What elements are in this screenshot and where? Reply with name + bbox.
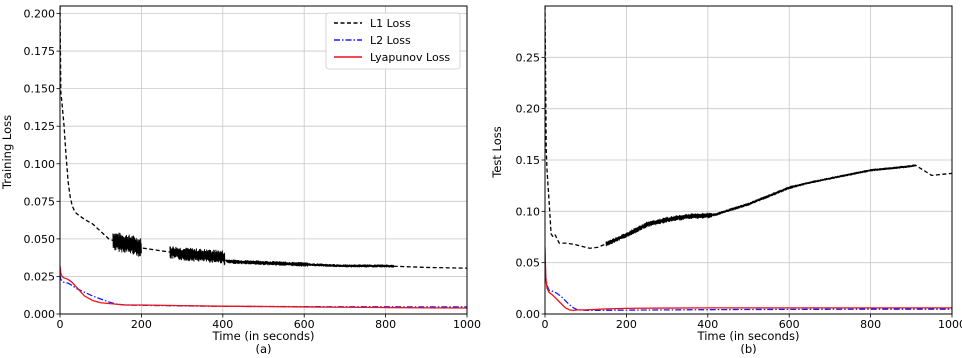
y-tick-label: 0.200 xyxy=(24,8,56,21)
y-tick-label: 0.25 xyxy=(516,51,541,64)
legend-label: L1 Loss xyxy=(370,17,411,30)
legend-box xyxy=(325,12,461,70)
axes-frame xyxy=(59,5,468,315)
y-axis-label: Test Loss xyxy=(490,126,504,179)
series-line-lyapunov-loss xyxy=(545,247,952,312)
x-tick-label: 800 xyxy=(375,318,396,331)
x-tick-label: 1000 xyxy=(938,318,962,331)
series-line-lyapunov-loss xyxy=(60,265,467,309)
y-tick-label: 0.15 xyxy=(516,154,541,167)
x-tick-label: 1000 xyxy=(453,318,481,331)
x-tick-label: 200 xyxy=(616,318,637,331)
y-tick-label: 0.125 xyxy=(24,120,56,133)
series-oscillation xyxy=(605,232,629,247)
panel-a: 0 200 400 600 800 1000 0.000 0.025 0.050 0.075 0.1… xyxy=(0,5,481,356)
series-group xyxy=(545,6,952,312)
x-tick-label: 600 xyxy=(294,318,315,331)
y-tick-label: 0.050 xyxy=(24,233,56,246)
legend: L1 Loss L2 Loss Lyapunov Loss xyxy=(325,12,461,70)
legend-label: Lyapunov Loss xyxy=(370,51,450,64)
y-tick-label: 0.075 xyxy=(24,195,56,208)
series-line-l2-loss xyxy=(60,274,467,308)
x-tick-label: 0 xyxy=(542,318,549,331)
y-tick-label: 0.025 xyxy=(24,270,56,283)
y-tick-label: 0.10 xyxy=(516,205,541,218)
legend-label: L2 Loss xyxy=(370,34,411,47)
y-tick-label: 0.100 xyxy=(24,158,56,171)
x-tick-label: 0 xyxy=(57,318,64,331)
panel-label: (a) xyxy=(255,342,271,354)
y-tick-label: 0.20 xyxy=(516,103,541,116)
series-oscillation xyxy=(711,184,798,217)
x-axis-label: Time (in seconds) xyxy=(697,329,800,343)
panel-label: (b) xyxy=(740,342,756,354)
y-tick-label: 0.00 xyxy=(516,308,541,321)
series-oscillation xyxy=(112,232,142,257)
y-tick-label: 0.05 xyxy=(516,257,541,270)
x-tick-label: 400 xyxy=(697,318,718,331)
series-oscillation xyxy=(307,263,395,268)
x-axis-label: Time (in seconds) xyxy=(212,329,315,343)
y-axis-label: Training Loss xyxy=(0,115,14,190)
panel-b: 0 200 400 600 800 1000 0.00 0.05 0.10 0.15 0.20 0.2… xyxy=(490,5,962,356)
x-tick-label: 600 xyxy=(779,318,800,331)
series-oscillation xyxy=(627,212,713,237)
x-tick-label: 400 xyxy=(212,318,233,331)
series-oscillation xyxy=(169,246,226,266)
y-tick-label: 0.000 xyxy=(24,308,56,321)
series-group xyxy=(60,6,467,309)
x-tick-label: 200 xyxy=(131,318,152,331)
x-tick-label: 800 xyxy=(860,318,881,331)
y-tick-label: 0.175 xyxy=(24,45,56,58)
series-oscillation xyxy=(796,164,916,187)
series-oscillation xyxy=(226,259,309,267)
y-tick-label: 0.150 xyxy=(24,83,56,96)
